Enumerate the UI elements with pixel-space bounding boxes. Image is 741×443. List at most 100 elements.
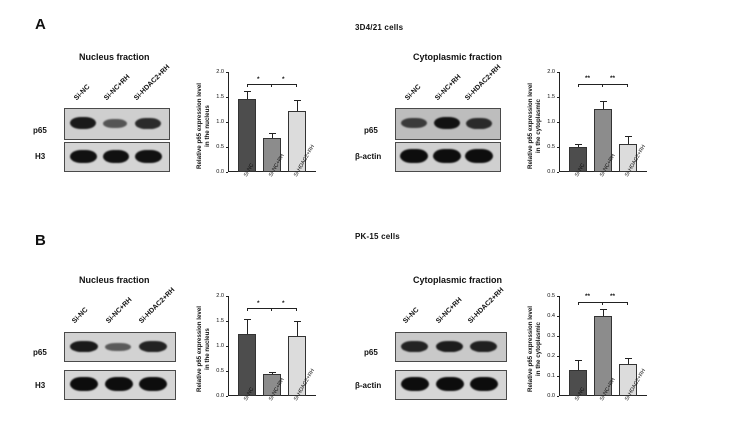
y-tick-label: 0.4 [547, 313, 555, 319]
sig-tick [247, 308, 248, 311]
blot-band [139, 377, 167, 391]
sig-tick [247, 84, 248, 87]
cells-title-b: PK-15 cells [355, 232, 400, 241]
blot-image-b-nucleus-h3 [64, 370, 176, 400]
blot-band [436, 341, 463, 352]
blot-band [105, 377, 133, 391]
error-cap [243, 90, 251, 92]
chart-ylabel-b-cyto: Relative p65 expression level in the cyto… [527, 306, 542, 392]
sig-star: ** [585, 293, 591, 300]
sig-star: ** [610, 293, 616, 300]
lane-label: Si-NC [73, 83, 92, 102]
y-tick-mark [225, 346, 228, 347]
y-tick-mark [556, 97, 559, 98]
blot-title-a-cyto: Cytoplasmic fraction [413, 52, 503, 62]
blot-image-a-nucleus-p65 [64, 108, 170, 140]
chart-a-nucleus: 0.0 0.5 1.0 1.5 2.0 * * Si-NC Si-NC+RH S… [210, 69, 322, 178]
y-tick-label: 0.5 [216, 144, 224, 150]
error-bar [577, 360, 579, 370]
sig-line [578, 302, 603, 303]
chart-ylabel-b-nucleus: Relative p65 expression level in the nucl… [196, 306, 211, 392]
blot-title-a-nucleus: Nucleus fraction [79, 52, 150, 62]
lane-label: Si-NC [402, 306, 421, 325]
sig-line [578, 84, 603, 85]
y-tick-label: 1.5 [216, 94, 224, 100]
blot-band [70, 117, 96, 129]
y-tick-mark [556, 147, 559, 148]
error-bar [627, 135, 629, 144]
y-tick-mark [225, 97, 228, 98]
lane-label: Si-NC [404, 83, 423, 102]
error-bar [577, 143, 579, 147]
y-tick-mark [556, 296, 559, 297]
error-bar [602, 309, 604, 316]
sig-tick [602, 84, 603, 87]
lane-label: Si-HDAC2+RH [138, 286, 177, 325]
sig-tick [602, 302, 603, 305]
blot-row-label-p65: p65 [364, 126, 378, 135]
error-bar [246, 90, 248, 99]
sig-line [603, 84, 628, 85]
y-tick-label: 0.0 [547, 169, 555, 175]
blot-row-label-bactin: β-actin [355, 152, 382, 161]
blot-band [401, 341, 428, 352]
y-tick-label: 0.0 [216, 393, 224, 399]
y-tick-mark [556, 376, 559, 377]
error-cap [624, 135, 632, 137]
bar [569, 370, 587, 396]
sig-tick [296, 308, 297, 311]
lane-label: Si-HDAC2+RH [467, 286, 506, 325]
blot-band [466, 118, 492, 129]
y-tick-mark [556, 122, 559, 123]
sig-line [272, 84, 297, 85]
blot-band [135, 118, 161, 129]
sig-line [247, 308, 272, 309]
error-cap [599, 100, 607, 102]
y-tick-mark [225, 296, 228, 297]
y-tick-label: 1.0 [216, 119, 224, 125]
y-tick-mark [225, 122, 228, 123]
error-cap [574, 143, 582, 145]
y-tick-label: 0.0 [547, 393, 555, 399]
error-bar [296, 100, 298, 111]
sig-tick [627, 84, 628, 87]
sig-star: ** [585, 75, 591, 82]
blot-band [70, 341, 98, 352]
error-bar [271, 133, 273, 138]
cells-title-a: 3D4/21 cells [355, 23, 404, 32]
error-bar [602, 100, 604, 109]
y-tick-label: 1.5 [216, 318, 224, 324]
y-tick-label: 2.0 [216, 293, 224, 299]
blot-band [105, 343, 131, 351]
y-tick-label: 0.1 [547, 373, 555, 379]
chart-ylabel-a-nucleus: Relative p65 expression level in the nucl… [196, 83, 211, 169]
error-cap [243, 318, 251, 320]
error-bar [246, 318, 248, 334]
error-cap [293, 100, 301, 101]
panel-letter-a: A [35, 16, 46, 33]
y-tick-mark [225, 147, 228, 148]
sig-line [272, 308, 297, 309]
blot-band [436, 377, 464, 391]
y-tick-mark [225, 72, 228, 73]
bar [594, 316, 612, 396]
blot-image-b-cyto-bactin [395, 370, 507, 400]
sig-line [247, 84, 272, 85]
sig-tick [271, 84, 272, 87]
blot-row-label-h3: H3 [35, 152, 46, 161]
blot-band [70, 377, 98, 391]
chart-b-cyto: 0.0 0.1 0.2 0.3 0.4 0.5 ** ** Si-NC Si-N… [541, 293, 653, 402]
sig-tick [271, 308, 272, 311]
lane-label: Si-NC+RH [105, 296, 134, 325]
y-tick-label: 0.5 [216, 368, 224, 374]
blot-row-label-p65: p65 [33, 348, 47, 357]
sig-tick [578, 302, 579, 305]
blot-band [103, 119, 127, 128]
bar [238, 333, 256, 396]
error-cap [574, 360, 582, 361]
panel-letter-b: B [35, 232, 46, 249]
error-bar [271, 371, 273, 374]
blot-band [465, 149, 493, 163]
y-tick-label: 0.5 [547, 144, 555, 150]
error-cap [293, 321, 301, 322]
